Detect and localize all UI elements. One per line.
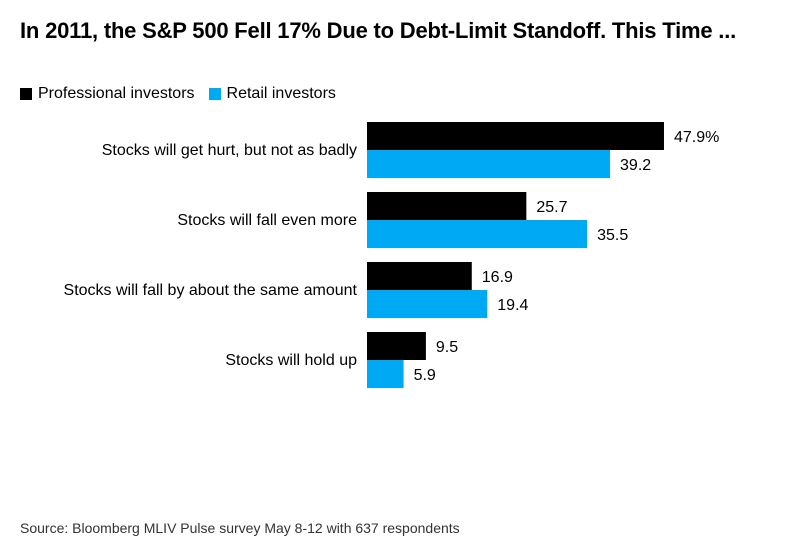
bar-retail	[367, 290, 488, 318]
legend-swatch-retail	[208, 88, 221, 100]
data-label-retail: 19.4	[497, 297, 528, 314]
legend-label-professional: Professional investors	[38, 85, 195, 102]
category-label: Stocks will fall by about the same amoun…	[64, 282, 358, 299]
data-label-professional: 47.9%	[674, 129, 719, 146]
data-label-professional: 25.7	[536, 199, 567, 216]
category-label: Stocks will get hurt, but not as badly	[102, 142, 357, 159]
bar-retail	[367, 360, 404, 388]
legend-item-retail: Retail investors	[208, 85, 336, 103]
category-label: Stocks will fall even more	[177, 212, 357, 229]
bar-professional	[367, 262, 472, 290]
bar-chart: Stocks will get hurt, but not as badly 47…	[64, 122, 719, 388]
bar-professional	[367, 332, 426, 360]
data-label-retail: 39.2	[620, 157, 651, 174]
bar-retail	[367, 220, 588, 248]
bar-professional	[367, 122, 664, 150]
bar-retail	[367, 150, 611, 178]
data-label-retail: 5.9	[414, 367, 436, 384]
data-label-retail: 35.5	[597, 227, 628, 244]
source-note: Source: Bloomberg MLIV Pulse survey May …	[20, 520, 460, 536]
data-label-professional: 9.5	[436, 339, 458, 356]
legend-swatch-professional	[20, 88, 32, 100]
legend-label-retail: Retail investors	[226, 85, 336, 102]
data-label-professional: 16.9	[482, 269, 513, 286]
legend: Professional investors Retail investors	[20, 84, 350, 104]
category-label: Stocks will hold up	[225, 352, 357, 369]
bar-professional	[367, 192, 527, 220]
legend-item-professional: Professional investors	[20, 85, 195, 103]
chart-title: In 2011, the S&P 500 Fell 17% Due to Deb…	[20, 18, 737, 43]
